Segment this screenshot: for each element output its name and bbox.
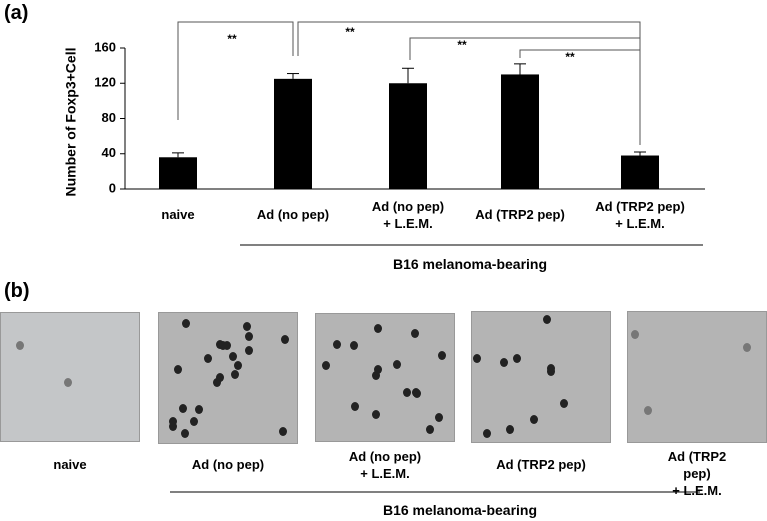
stained-cell — [349, 341, 358, 351]
stained-cell — [499, 358, 508, 368]
bar — [501, 74, 539, 189]
stained-cell — [506, 424, 515, 434]
bar — [159, 157, 197, 189]
group-label: B16 melanoma-bearing — [382, 502, 538, 518]
panel-label: (b) — [4, 280, 30, 302]
y-tick-label: 40 — [102, 145, 116, 160]
stained-cell — [631, 330, 640, 340]
micrograph — [0, 312, 140, 442]
stained-cell — [403, 388, 412, 398]
stained-cell — [393, 360, 402, 370]
stained-cell — [169, 422, 178, 432]
stained-cell — [178, 404, 187, 414]
stained-cell — [63, 378, 72, 388]
stained-cell — [229, 351, 238, 361]
stained-cell — [243, 322, 252, 332]
micrograph — [471, 311, 611, 443]
micrograph — [158, 312, 298, 444]
x-tick-label: Ad (no pep) — [256, 207, 330, 222]
stained-cell — [438, 351, 447, 361]
bar — [621, 155, 659, 189]
stained-cell — [15, 341, 24, 351]
stained-cell — [373, 324, 382, 334]
stained-cell — [181, 318, 190, 328]
group-label: B16 melanoma-bearing — [392, 256, 548, 272]
stained-cell — [411, 329, 420, 339]
stained-cell — [195, 405, 204, 415]
stained-cell — [180, 429, 189, 439]
stained-cell — [644, 405, 652, 415]
image-caption: naive — [53, 457, 87, 472]
significance-label: ** — [457, 38, 467, 52]
significance-label: ** — [565, 50, 575, 64]
x-tick-label: Ad (TRP2 pep) — [475, 207, 565, 222]
stained-cell — [169, 416, 178, 426]
stained-cell — [244, 346, 253, 356]
stained-cell — [174, 365, 183, 375]
stained-cell — [322, 361, 331, 371]
significance-label: ** — [227, 32, 237, 46]
micrograph — [315, 313, 455, 442]
micrograph — [627, 311, 767, 443]
stained-cell — [230, 370, 239, 380]
stained-cell — [245, 331, 253, 341]
stained-cell — [742, 343, 751, 353]
stained-cell — [411, 387, 420, 397]
y-tick-label: 160 — [94, 39, 116, 54]
stained-cell — [434, 412, 443, 422]
bracket — [297, 21, 641, 145]
stained-cell — [513, 354, 522, 364]
y-tick-label: 80 — [102, 110, 116, 125]
stained-cell — [215, 372, 224, 382]
stained-cell — [333, 339, 342, 349]
stained-cell — [472, 354, 481, 364]
bar — [274, 78, 312, 189]
stained-cell — [204, 354, 213, 364]
stained-cell — [372, 410, 381, 420]
y-tick-label: 120 — [94, 75, 116, 90]
x-tick-label: naive — [161, 207, 195, 222]
stained-cell — [547, 367, 556, 377]
panel-label: (a) — [4, 2, 29, 24]
stained-cell — [483, 428, 492, 438]
bar — [389, 83, 427, 189]
y-tick-label: 0 — [109, 180, 116, 195]
image-caption: Ad (TRP2 pep) — [496, 457, 586, 472]
y-axis-label: Number of Foxp3+Cell — [63, 48, 79, 197]
stained-cell — [542, 314, 551, 324]
stained-cell — [350, 402, 359, 412]
stained-cell — [219, 340, 228, 350]
stained-cell — [373, 364, 382, 374]
significance-label: ** — [345, 25, 355, 39]
x-tick-label: Ad (TRP2 pep) + L.E.M. — [595, 199, 685, 231]
image-caption: Ad (no pep) + L.E.M. — [348, 449, 422, 481]
stained-cell — [212, 377, 221, 387]
stained-cell — [279, 427, 288, 437]
stained-cell — [281, 335, 290, 345]
stained-cell — [234, 361, 243, 371]
image-caption: Ad (TRP2 pep) + L.E.M. — [667, 449, 727, 498]
stained-cell — [189, 417, 198, 427]
stained-cell — [425, 425, 434, 435]
stained-cell — [530, 414, 539, 424]
bracket — [519, 49, 641, 145]
image-caption: Ad (no pep) — [191, 457, 265, 472]
bracket — [177, 21, 294, 120]
x-tick-label: Ad (no pep) + L.E.M. — [371, 199, 445, 231]
stained-cell — [372, 371, 381, 380]
stained-cell — [559, 398, 568, 408]
